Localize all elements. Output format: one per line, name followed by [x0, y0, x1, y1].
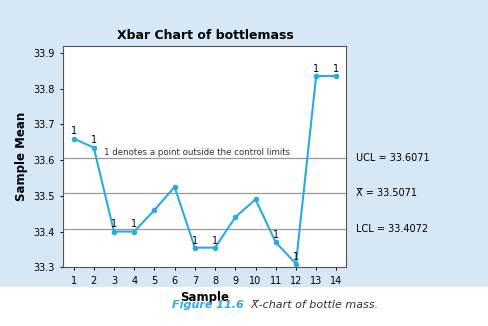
Text: 1: 1 — [313, 64, 319, 74]
Text: UCL = 33.6071: UCL = 33.6071 — [356, 153, 430, 163]
Text: 1: 1 — [70, 126, 77, 137]
Text: LCL = 33.4072: LCL = 33.4072 — [356, 224, 428, 234]
Text: 1: 1 — [212, 235, 218, 245]
Title: Xbar Chart of bottlemass: Xbar Chart of bottlemass — [117, 29, 293, 42]
Y-axis label: Sample Mean: Sample Mean — [15, 112, 28, 201]
Text: 1: 1 — [91, 135, 97, 145]
Text: 1: 1 — [333, 64, 340, 74]
Text: Figure 11.6: Figure 11.6 — [172, 300, 244, 310]
Text: X̅ = 33.5071: X̅ = 33.5071 — [356, 188, 417, 198]
X-axis label: Sample: Sample — [181, 291, 229, 304]
Text: 1: 1 — [273, 230, 279, 240]
Text: 1: 1 — [192, 235, 198, 245]
Text: 1: 1 — [293, 252, 299, 261]
Text: X̅-chart of bottle mass.: X̅-chart of bottle mass. — [244, 300, 378, 310]
Text: 1 denotes a point outside the control limits: 1 denotes a point outside the control li… — [104, 148, 290, 157]
Text: 1: 1 — [131, 219, 137, 230]
Text: 1: 1 — [111, 219, 117, 230]
